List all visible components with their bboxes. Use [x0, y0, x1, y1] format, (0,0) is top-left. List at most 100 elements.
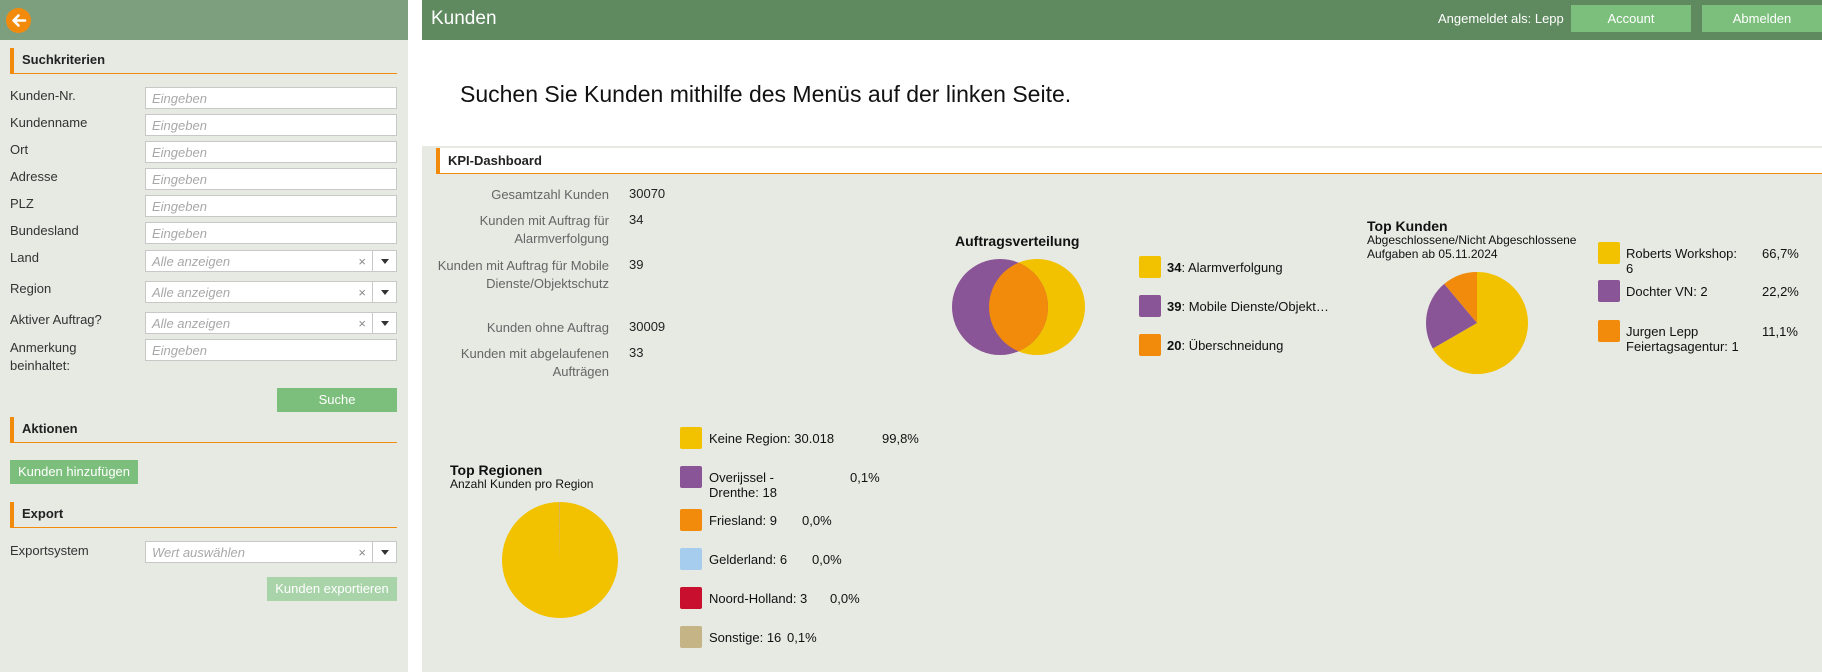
- legend-swatch: [1139, 295, 1161, 317]
- chevron-down-icon[interactable]: [372, 542, 396, 562]
- search-criteria-heading: Suchkriterien: [10, 48, 397, 74]
- export-customers-button[interactable]: Kunden exportieren: [267, 577, 397, 601]
- top-customers-pie: [1426, 272, 1528, 374]
- legend-swatch: [1139, 256, 1161, 278]
- order-distribution-venn: [952, 259, 1085, 355]
- export-system-select[interactable]: Wert auswählen ×: [145, 541, 397, 563]
- kpi-dashboard-panel: [436, 174, 1822, 672]
- top-regions-subtitle: Anzahl Kunden pro Region: [450, 477, 594, 491]
- legend-item-percent: 66,7%: [1762, 246, 1799, 261]
- sidebar: Suchkriterien Kunden-Nr. Kundenname Ort …: [0, 0, 422, 672]
- export-system-label: Exportsystem: [10, 543, 89, 558]
- city-label: Ort: [10, 142, 29, 157]
- welcome-message: Suchen Sie Kunden mithilfe des Menüs auf…: [460, 81, 1072, 107]
- legend-swatch: [1598, 320, 1620, 342]
- clear-icon[interactable]: ×: [358, 316, 366, 331]
- stat-value-expired: 33: [629, 345, 644, 360]
- customer-number-input[interactable]: [145, 87, 397, 109]
- legend-item-label: 34: Alarmverfolgung: [1167, 260, 1283, 275]
- country-select[interactable]: Alle anzeigen ×: [145, 250, 397, 272]
- top-regions-pie: [502, 502, 618, 618]
- legend-swatch: [680, 466, 702, 488]
- country-label: Land: [10, 250, 39, 265]
- stat-value-mobile: 39: [629, 257, 644, 272]
- chevron-down-icon[interactable]: [372, 251, 396, 271]
- legend-swatch: [680, 626, 702, 648]
- legend-item-percent: 0,0%: [830, 591, 860, 606]
- note-input[interactable]: [145, 339, 397, 361]
- address-label: Adresse: [10, 169, 58, 184]
- clear-icon[interactable]: ×: [358, 254, 366, 269]
- legend-swatch: [1598, 280, 1620, 302]
- active-order-select[interactable]: Alle anzeigen ×: [145, 312, 397, 334]
- clear-icon[interactable]: ×: [358, 545, 366, 560]
- legend-item-percent: 0,0%: [802, 513, 832, 528]
- pie-slice: [1444, 272, 1477, 323]
- legend-swatch: [680, 427, 702, 449]
- postal-code-input[interactable]: [145, 195, 397, 217]
- state-input[interactable]: [145, 222, 397, 244]
- pie-slice: [559, 502, 560, 560]
- customer-number-label: Kunden-Nr.: [10, 88, 76, 103]
- search-button[interactable]: Suche: [277, 388, 397, 412]
- sidebar-top-bar: [0, 0, 408, 40]
- legend-swatch: [1598, 242, 1620, 264]
- logged-in-user: Angemeldet als: Lepp: [1438, 11, 1564, 26]
- stat-value-no-order: 30009: [629, 319, 666, 334]
- clear-icon[interactable]: ×: [358, 285, 366, 300]
- region-select-value: Alle anzeigen: [152, 285, 231, 300]
- legend-swatch: [680, 548, 702, 570]
- address-input[interactable]: [145, 168, 397, 190]
- order-distribution-title: Auftragsverteilung: [955, 233, 1080, 249]
- export-heading: Export: [10, 502, 397, 528]
- add-customer-button[interactable]: Kunden hinzufügen: [10, 460, 138, 484]
- customer-name-input[interactable]: [145, 114, 397, 136]
- legend-item-label: 20: Überschneidung: [1167, 338, 1284, 353]
- region-select[interactable]: Alle anzeigen ×: [145, 281, 397, 303]
- account-button[interactable]: Account: [1571, 5, 1691, 32]
- stat-label-alarm: Kunden mit Auftrag für Alarmverfolgung: [479, 213, 609, 246]
- legend-item-label: Jurgen Lepp Feiertagsagentur: 1: [1626, 324, 1739, 354]
- legend-item-label: Overijssel - Drenthe: 18: [709, 470, 777, 500]
- region-label: Region: [10, 281, 52, 296]
- legend-item-label: Sonstige: 16: [709, 630, 782, 645]
- legend-item-percent: 0,0%: [812, 552, 842, 567]
- top-customers-subtitle: Abgeschlossene/Nicht Abgeschlossene Aufg…: [1367, 233, 1577, 261]
- chevron-down-icon[interactable]: [372, 282, 396, 302]
- legend-item-label: Keine Region: 30.018: [709, 431, 835, 446]
- kpi-dashboard-heading: KPI-Dashboard: [436, 148, 1822, 174]
- logout-button[interactable]: Abmelden: [1702, 5, 1822, 32]
- chevron-down-icon[interactable]: [372, 313, 396, 333]
- legend-item-percent: 22,2%: [1762, 284, 1799, 299]
- stat-label-expired: Kunden mit abgelaufenen Aufträgen: [460, 346, 609, 379]
- stat-label-mobile: Kunden mit Auftrag für Mobile Dienste/Ob…: [437, 258, 609, 291]
- active-order-select-value: Alle anzeigen: [152, 316, 231, 331]
- legend-item-percent: 0,1%: [850, 470, 880, 485]
- legend-item-label: Friesland: 9: [709, 513, 777, 528]
- state-label: Bundesland: [10, 223, 79, 238]
- stat-value-alarm: 34: [629, 212, 644, 227]
- legend-swatch: [680, 587, 702, 609]
- customer-name-label: Kundenname: [10, 115, 88, 130]
- country-select-value: Alle anzeigen: [152, 254, 231, 269]
- pie-slice: [1426, 283, 1477, 349]
- active-order-label: Aktiver Auftrag?: [10, 312, 102, 327]
- top-regions-title: Top Regionen: [450, 462, 543, 478]
- stat-label-no-order: Kunden ohne Auftrag: [486, 320, 609, 335]
- welcome-area: [422, 40, 1822, 146]
- legend-item-label: Dochter VN: 2: [1626, 284, 1708, 299]
- export-system-select-value: Wert auswählen: [152, 545, 245, 560]
- legend-item-label: Noord-Holland: 3: [709, 591, 808, 606]
- venn-overlap: [989, 259, 1048, 355]
- stat-value-total: 30070: [629, 186, 666, 201]
- postal-code-label: PLZ: [10, 196, 34, 211]
- legend-swatch: [680, 509, 702, 531]
- city-input[interactable]: [145, 141, 397, 163]
- top-header: Kunden Angemeldet als: Lepp Account Abme…: [422, 0, 1822, 40]
- back-arrow-icon[interactable]: [6, 8, 31, 33]
- legend-item-percent: 11,1%: [1762, 324, 1798, 339]
- legend-item-percent: 99,8%: [882, 431, 919, 446]
- note-label: Anmerkung beinhaltet:: [10, 340, 77, 373]
- actions-heading: Aktionen: [10, 417, 397, 443]
- page-title: Kunden: [431, 8, 497, 29]
